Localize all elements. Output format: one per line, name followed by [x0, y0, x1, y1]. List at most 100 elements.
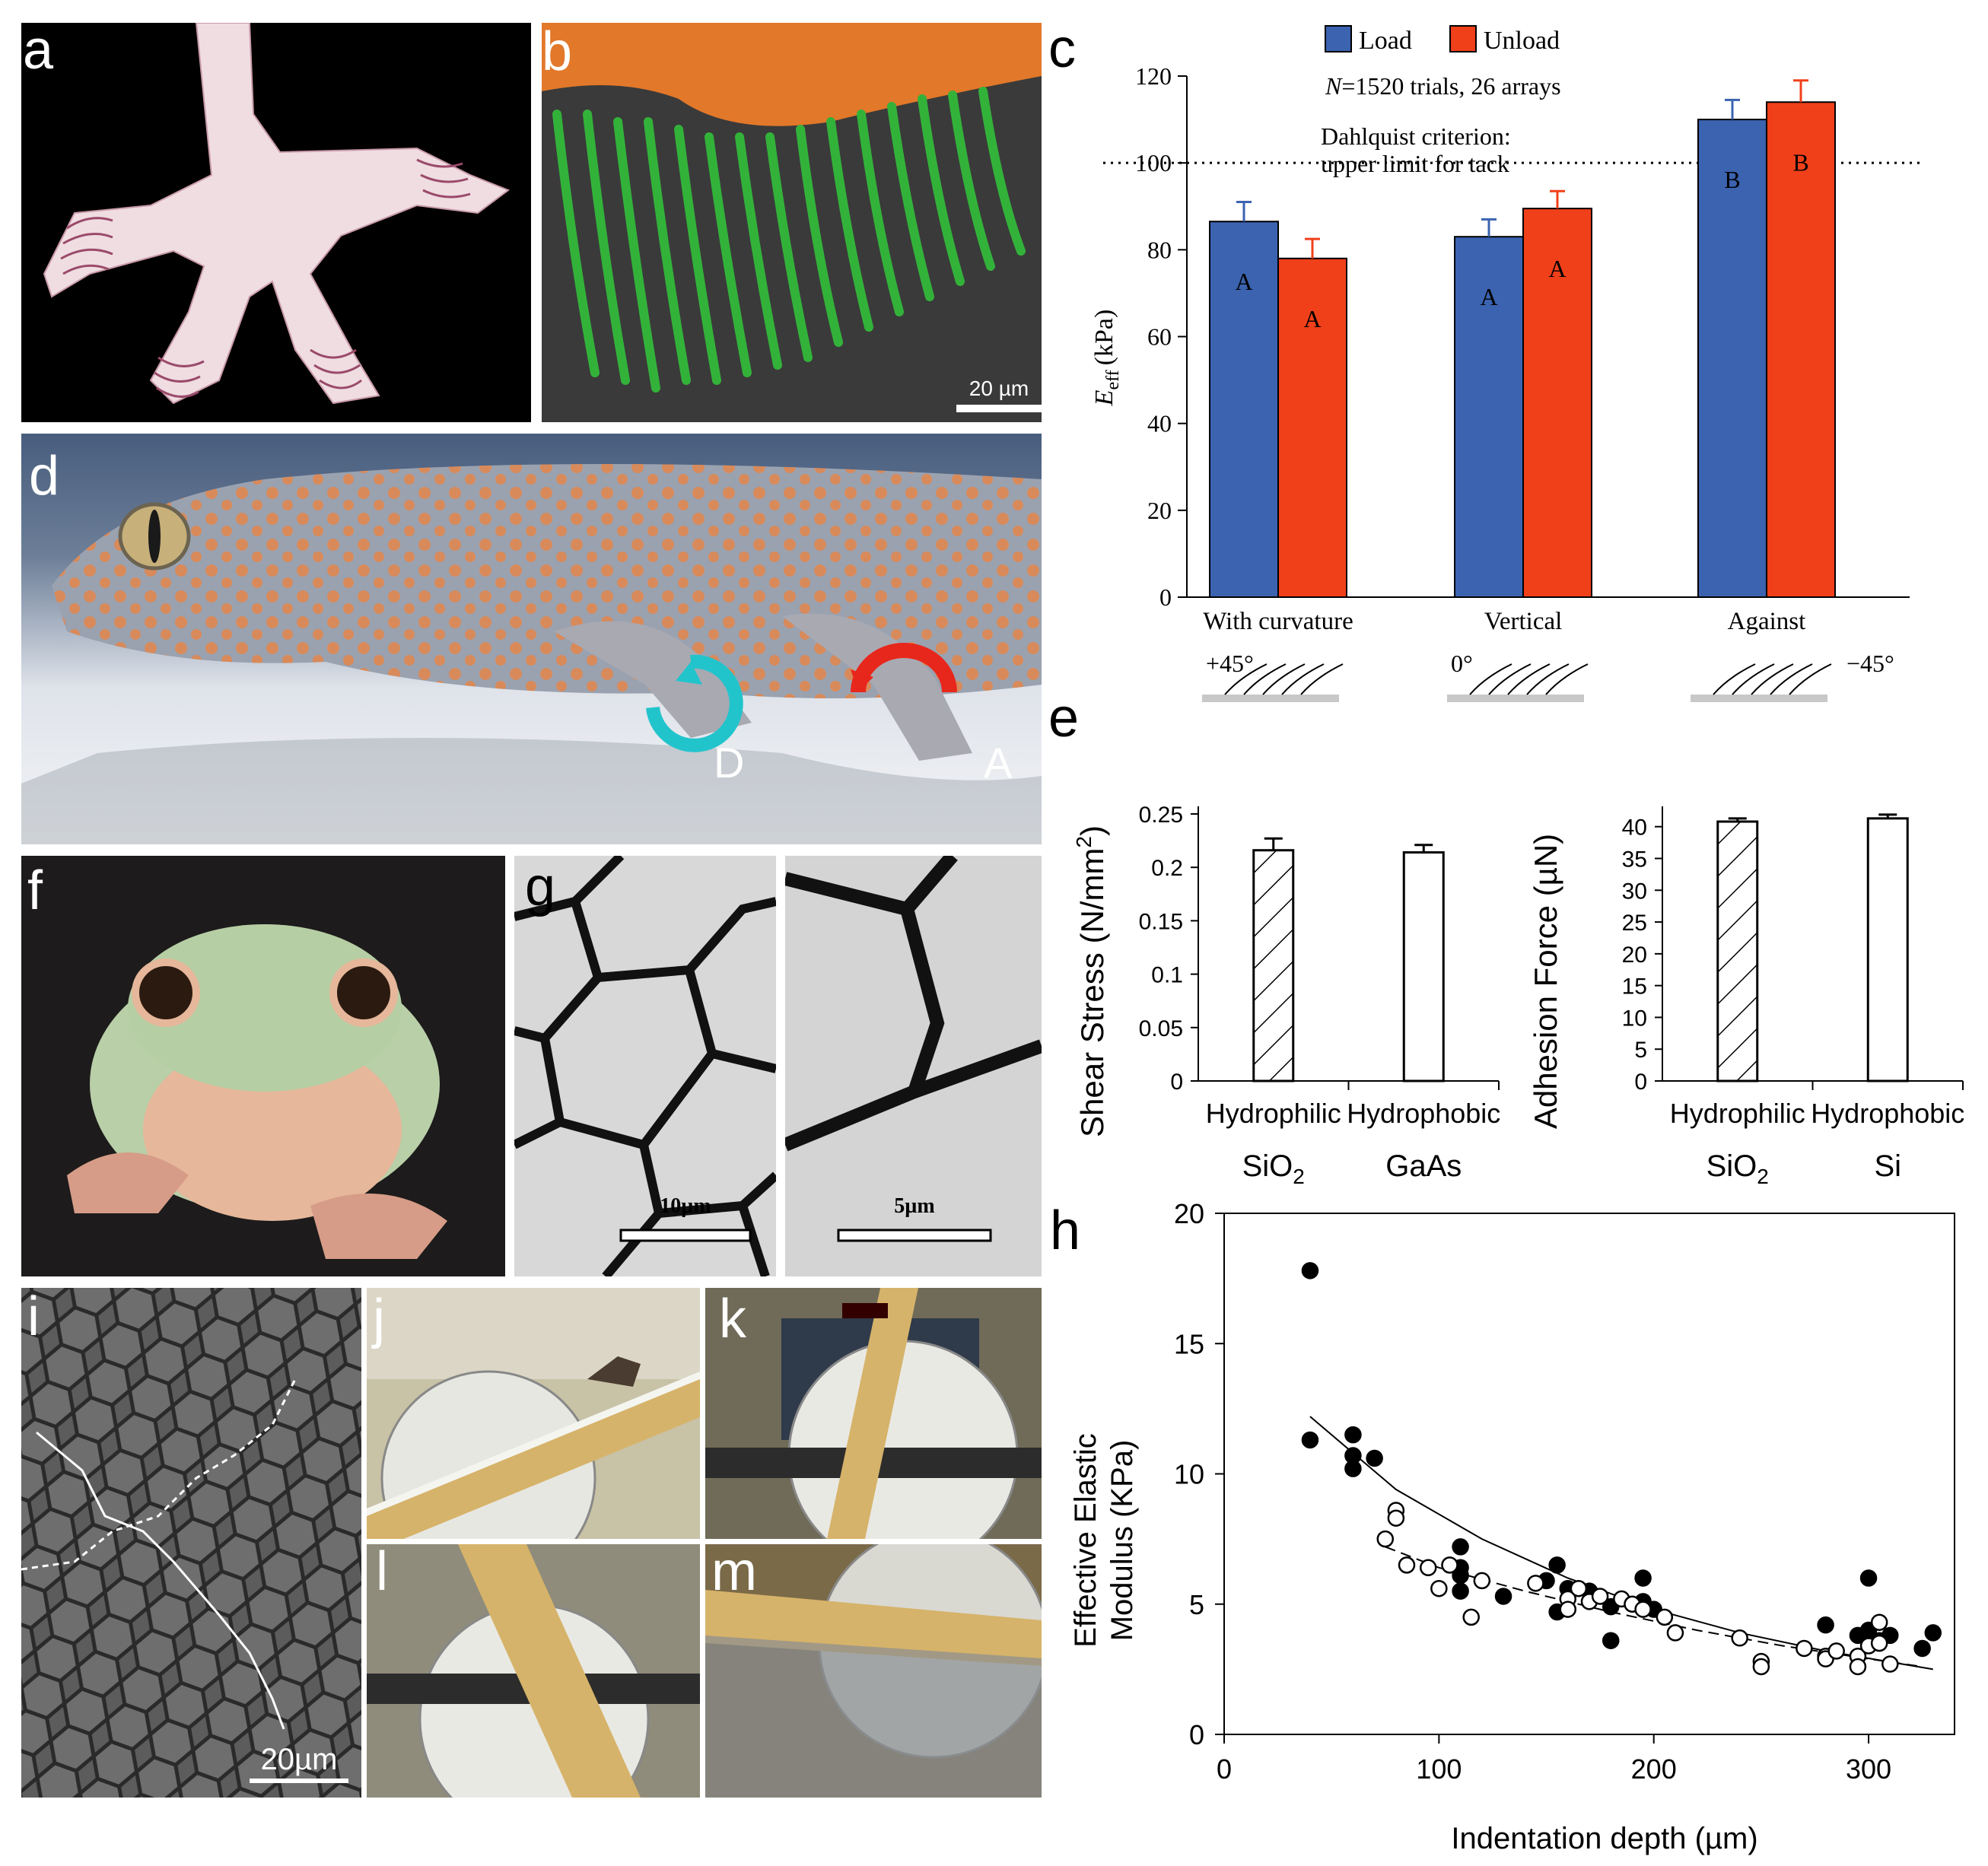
bar-hatch: [1253, 1025, 1294, 1066]
setal-array-diagram: [1469, 663, 1512, 695]
y-tick-label-c: 60: [1147, 323, 1172, 351]
y-tick-label-e: 0.05: [1139, 1016, 1183, 1041]
setal-array-diagram: [1243, 663, 1287, 695]
category-label-c: Against: [1728, 608, 1806, 635]
material-label-e: Si: [1874, 1149, 1901, 1183]
panel-l-tilt-test-photo: [367, 1544, 700, 1798]
bar-hatch: [1717, 932, 1758, 973]
panel-m-tilt-test-photo: [705, 1544, 1042, 1798]
epithelial-cells-illustration-2: [785, 856, 1042, 1242]
chart-c-effective-modulus: Load Unload N=1520 trials, 26 arrays Dah…: [1090, 25, 1925, 702]
data-point-open: [1387, 1509, 1405, 1527]
data-point-open: [1827, 1642, 1845, 1660]
significance-letter: A: [1548, 255, 1566, 282]
bar-hatch: [1253, 865, 1294, 906]
y-axis-label-h-line2: Modulus (KPa): [1105, 1440, 1139, 1642]
bar-hatch: [1717, 900, 1758, 941]
arrow-label-d: D: [714, 739, 745, 787]
arrow-label-a: A: [984, 739, 1013, 787]
bar-hatch: [1736, 1060, 1758, 1082]
significance-letter: A: [1235, 268, 1252, 295]
setal-array-diagram: [1262, 663, 1306, 695]
y-tick-label-e: 0.1: [1151, 963, 1183, 988]
category-label-e: Hydrophilic: [1206, 1098, 1341, 1129]
data-point-open: [1419, 1559, 1437, 1577]
y-tick-label-h: 0: [1189, 1719, 1204, 1750]
reference-label-line1: Dahlquist criterion:: [1321, 122, 1511, 150]
bar-hatch: [1253, 897, 1294, 938]
panel-g-toe-pad-sem-5um: 5µm: [785, 856, 1042, 1276]
data-point-open: [1376, 1530, 1395, 1548]
panel-label-f: f: [27, 860, 43, 921]
x-tick-label-h: 300: [1846, 1753, 1891, 1785]
panel-label-b: b: [542, 21, 573, 82]
y-tick-label-c: 20: [1147, 497, 1172, 524]
bar-hatch: [1717, 1028, 1758, 1069]
bar-hatch: [1717, 836, 1758, 877]
data-point-open: [1473, 1572, 1491, 1590]
panel-label-d: d: [29, 446, 60, 507]
tilt-rig-illustration-m: [705, 1544, 1042, 1798]
angle-label: −45°: [1846, 650, 1894, 677]
bar-hydrophobic: [1402, 851, 1445, 1082]
y-tick-label-e: 15: [1622, 974, 1647, 1000]
panel-label-j: j: [373, 1289, 385, 1349]
panel-label-a: a: [23, 20, 54, 81]
panel-label-c: c: [1048, 18, 1076, 79]
data-point-filled: [1494, 1588, 1512, 1605]
y-axis-label-h-line1: Effective Elastic: [1069, 1433, 1102, 1648]
data-point-open: [1398, 1556, 1416, 1574]
data-point-filled: [1452, 1582, 1469, 1600]
angle-label: 0°: [1451, 650, 1473, 677]
x-tick-label-h: 200: [1631, 1753, 1677, 1785]
gecko-foot-illustration: [43, 23, 511, 405]
data-point-filled: [1366, 1449, 1383, 1467]
setal-array-diagram: [1281, 663, 1325, 695]
data-point-open: [1752, 1658, 1770, 1676]
legend-label-load: Load: [1359, 27, 1412, 55]
setal-array-diagram: [1300, 663, 1344, 695]
bar-unload-2: [1766, 101, 1836, 598]
data-point-filled: [1924, 1624, 1942, 1642]
y-tick-label-c: 0: [1159, 583, 1172, 611]
panel-g-toe-pad-sem-10um: 10µm: [514, 856, 776, 1276]
epithelial-cells-illustration-1: [514, 856, 776, 1276]
material-label-e: SiO2: [1706, 1149, 1769, 1188]
bar-hatch: [1717, 868, 1758, 909]
bar-hatch: [1268, 1057, 1294, 1082]
setae-illustration: [542, 23, 1042, 412]
bar-hatch: [1717, 821, 1741, 845]
tilt-rig-illustration-l: [367, 1544, 700, 1798]
data-point-open: [1591, 1588, 1609, 1605]
frog-illustration: [67, 924, 447, 1259]
y-tick-label-e: 0: [1170, 1070, 1183, 1095]
legend-swatch-load: [1325, 25, 1352, 52]
data-point-filled: [1452, 1538, 1469, 1556]
data-point-filled: [1548, 1556, 1566, 1574]
tilt-rig-illustration-k: [705, 1288, 1042, 1539]
y-tick-label-c: 40: [1147, 410, 1172, 437]
setal-array-diagram: [1732, 663, 1775, 695]
y-tick-label-e: 0.2: [1151, 856, 1183, 881]
bar-hatch: [1253, 961, 1294, 1002]
bar-hatch: [1717, 964, 1758, 1005]
significance-letter: B: [1792, 148, 1808, 176]
data-point-filled: [1602, 1632, 1620, 1649]
panel-a-gecko-foot-photo: [21, 23, 531, 422]
setal-array-diagram: [1224, 663, 1268, 695]
significance-letter: A: [1303, 305, 1321, 332]
data-point-open: [1881, 1655, 1899, 1673]
chart-e-shear-stress: Shear Stress (N/mm2) 0 0.05 0.1 0.15 0.2 0.25…: [1072, 803, 1500, 1188]
setal-array-diagram: [1545, 663, 1589, 695]
gecko-body-illustration: [21, 464, 1042, 844]
panel-label-k: k: [719, 1289, 746, 1349]
y-tick-label-e: 5: [1634, 1038, 1647, 1063]
y-tick-label-h: 10: [1174, 1459, 1204, 1490]
y-tick-label-e: 35: [1622, 847, 1647, 873]
setal-array-diagram: [1789, 663, 1832, 695]
scale-bar-g1: 10µm: [660, 1194, 711, 1218]
panel-k-tilt-test-photo: [705, 1288, 1042, 1539]
bar-hydrophilic: [1716, 820, 1759, 1082]
polygonal-cells-illustration: [21, 1288, 361, 1798]
setal-array-diagram: [1751, 663, 1794, 695]
